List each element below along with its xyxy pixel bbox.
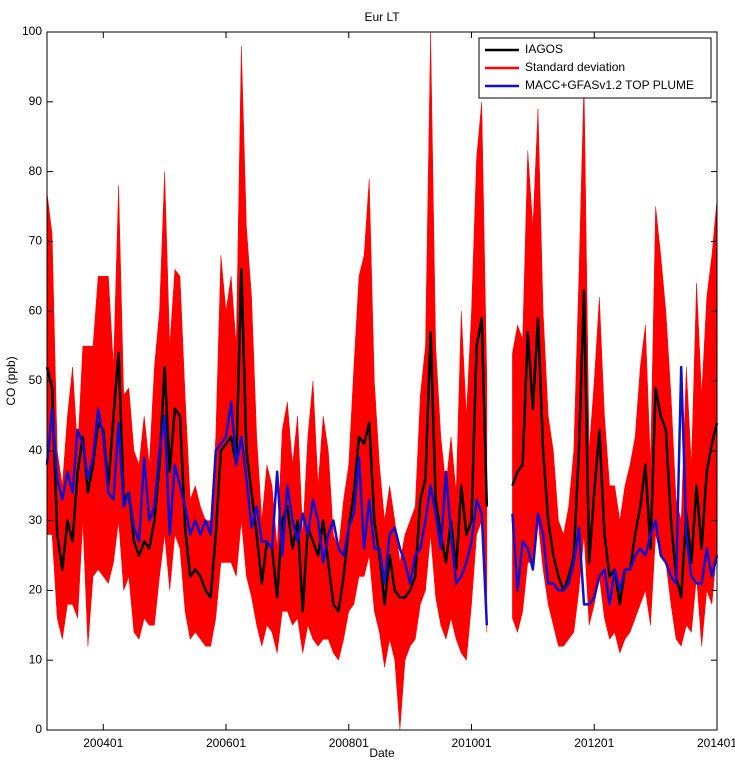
x-tick-label: 200401 (83, 736, 123, 750)
x-tick-label: 200601 (206, 736, 246, 750)
series-line (511, 365, 719, 606)
y-tick-label: 10 (29, 652, 43, 666)
y-tick-label: 100 (22, 24, 42, 38)
std-band (46, 31, 488, 731)
y-tick-label: 90 (29, 94, 43, 108)
series-line (45, 400, 489, 626)
y-tick-label: 20 (29, 583, 43, 597)
legend-label: MACC+GFASv1.2 TOP PLUME (525, 78, 694, 92)
y-tick-label: 60 (29, 303, 43, 317)
chart-title: Eur LT (364, 10, 400, 24)
x-tick-label: 201401 (697, 736, 735, 750)
legend-label: Standard deviation (525, 60, 625, 74)
y-tick-label: 0 (35, 722, 42, 736)
x-axis-label: Date (369, 746, 395, 760)
y-tick-label: 40 (29, 443, 43, 457)
x-tick-label: 201001 (451, 736, 491, 750)
x-tick-label: 200801 (329, 736, 369, 750)
legend-label: IAGOS (525, 42, 563, 56)
y-tick-label: 80 (29, 164, 43, 178)
y-tick-label: 70 (29, 234, 43, 248)
y-axis-label: CO (ppb) (4, 356, 18, 405)
x-tick-label: 201201 (574, 736, 614, 750)
std-band (512, 80, 718, 655)
y-tick-label: 30 (29, 513, 43, 527)
y-tick-label: 50 (29, 373, 43, 387)
